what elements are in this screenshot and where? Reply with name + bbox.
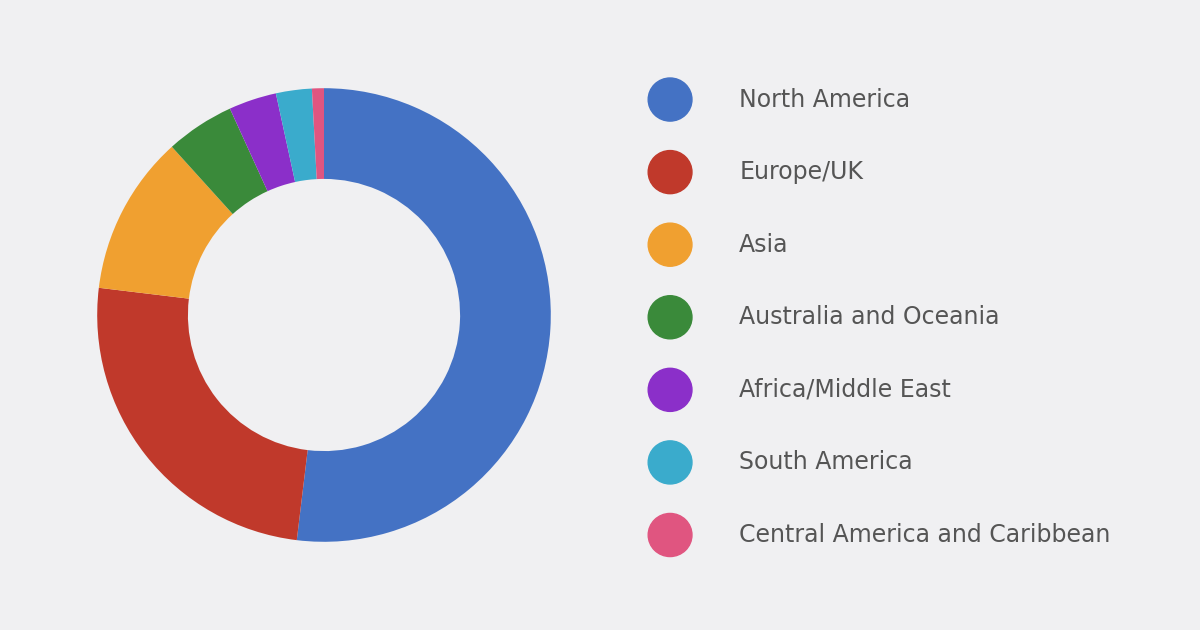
Text: Europe/UK: Europe/UK (739, 160, 863, 184)
Text: Australia and Oceania: Australia and Oceania (739, 306, 1000, 329)
Text: North America: North America (739, 88, 911, 112)
Circle shape (648, 369, 692, 411)
Wedge shape (230, 93, 295, 191)
Circle shape (648, 513, 692, 556)
Text: Africa/Middle East: Africa/Middle East (739, 378, 952, 402)
Wedge shape (276, 89, 317, 182)
Text: Central America and Caribbean: Central America and Caribbean (739, 523, 1110, 547)
Wedge shape (98, 147, 233, 299)
Circle shape (648, 78, 692, 121)
Wedge shape (172, 108, 268, 214)
Text: South America: South America (739, 450, 913, 474)
Wedge shape (296, 88, 551, 542)
Text: Asia: Asia (739, 232, 788, 256)
Circle shape (648, 223, 692, 266)
Circle shape (648, 441, 692, 484)
Circle shape (648, 151, 692, 193)
Wedge shape (312, 88, 324, 179)
Circle shape (648, 295, 692, 339)
Wedge shape (97, 288, 307, 540)
